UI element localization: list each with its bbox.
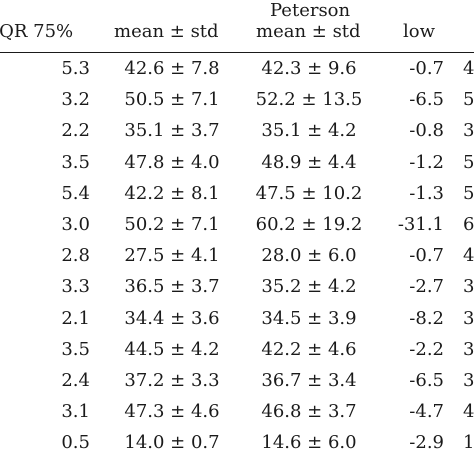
cell-mean-std: 36.5 ± 3.7 [124, 276, 220, 297]
header-peterson-mean-std: mean ± std [256, 21, 361, 42]
cell-low: -1.3 [409, 183, 444, 204]
cell-clipped-next-col: 3 [463, 339, 474, 360]
cell-peterson-mean-std: 48.9 ± 4.4 [261, 152, 357, 173]
cell-mean-std: 42.6 ± 7.8 [124, 58, 220, 79]
cell-clipped-next-col: 4 [463, 58, 474, 79]
cell-low: -0.7 [409, 245, 444, 266]
header-rule [0, 52, 474, 53]
cell-iqr75: 2.8 [61, 245, 90, 266]
cell-low: -2.2 [409, 339, 444, 360]
cell-peterson-mean-std: 14.6 ± 6.0 [261, 432, 357, 453]
cell-clipped-next-col: 1 [463, 432, 474, 453]
cell-peterson-mean-std: 36.7 ± 3.4 [261, 370, 357, 391]
cell-low: -0.8 [409, 120, 444, 141]
cell-low: -2.7 [409, 276, 444, 297]
cell-iqr75: 3.5 [61, 152, 90, 173]
cell-mean-std: 50.2 ± 7.1 [124, 214, 220, 235]
cell-peterson-mean-std: 35.1 ± 4.2 [261, 120, 357, 141]
cell-low: -6.5 [409, 89, 444, 110]
cell-clipped-next-col: 4 [463, 245, 474, 266]
cell-low: -8.2 [409, 308, 444, 329]
cell-iqr75: 5.4 [61, 183, 90, 204]
cell-mean-std: 47.3 ± 4.6 [124, 401, 220, 422]
cell-peterson-mean-std: 60.2 ± 19.2 [255, 214, 363, 235]
cell-low: -6.5 [409, 370, 444, 391]
cell-peterson-mean-std: 28.0 ± 6.0 [261, 245, 357, 266]
cell-clipped-next-col: 5 [463, 89, 474, 110]
cell-mean-std: 47.8 ± 4.0 [124, 152, 220, 173]
cell-iqr75: 2.2 [61, 120, 90, 141]
cell-iqr75: 2.1 [61, 308, 90, 329]
cell-low: -31.1 [397, 214, 444, 235]
header-low: low [403, 21, 436, 42]
cell-iqr75: 0.5 [61, 432, 90, 453]
cell-mean-std: 35.1 ± 3.7 [124, 120, 220, 141]
header-group-peterson: Peterson [270, 0, 351, 21]
cell-peterson-mean-std: 47.5 ± 10.2 [255, 183, 363, 204]
cell-iqr75: 3.1 [61, 401, 90, 422]
cell-clipped-next-col: 3 [463, 370, 474, 391]
cell-iqr75: 3.0 [61, 214, 90, 235]
header-iqr75: IQR 75% [0, 21, 74, 42]
cell-clipped-next-col: 3 [463, 276, 474, 297]
cell-mean-std: 14.0 ± 0.7 [124, 432, 220, 453]
cell-peterson-mean-std: 35.2 ± 4.2 [261, 276, 357, 297]
cell-low: -4.7 [409, 401, 444, 422]
cell-clipped-next-col: 4 [463, 401, 474, 422]
cell-peterson-mean-std: 34.5 ± 3.9 [261, 308, 357, 329]
cell-clipped-next-col: 6 [463, 214, 474, 235]
cell-iqr75: 5.3 [61, 58, 90, 79]
cell-clipped-next-col: 3 [463, 120, 474, 141]
cell-mean-std: 34.4 ± 3.6 [124, 308, 220, 329]
cell-mean-std: 37.2 ± 3.3 [124, 370, 220, 391]
cell-peterson-mean-std: 52.2 ± 13.5 [255, 89, 363, 110]
cell-mean-std: 27.5 ± 4.1 [124, 245, 220, 266]
header-mean-std: mean ± std [114, 21, 219, 42]
cell-low: -0.7 [409, 58, 444, 79]
cell-mean-std: 42.2 ± 8.1 [124, 183, 220, 204]
cell-peterson-mean-std: 42.2 ± 4.6 [261, 339, 357, 360]
cell-clipped-next-col: 3 [463, 308, 474, 329]
cell-peterson-mean-std: 42.3 ± 9.6 [261, 58, 357, 79]
cell-iqr75: 2.4 [61, 370, 90, 391]
cell-mean-std: 44.5 ± 4.2 [124, 339, 220, 360]
cell-iqr75: 3.5 [61, 339, 90, 360]
cell-mean-std: 50.5 ± 7.1 [124, 89, 220, 110]
cell-low: -1.2 [409, 152, 444, 173]
cell-low: -2.9 [409, 432, 444, 453]
cell-peterson-mean-std: 46.8 ± 3.7 [261, 401, 357, 422]
cell-clipped-next-col: 5 [463, 183, 474, 204]
cell-clipped-next-col: 5 [463, 152, 474, 173]
cell-iqr75: 3.3 [61, 276, 90, 297]
cell-iqr75: 3.2 [61, 89, 90, 110]
